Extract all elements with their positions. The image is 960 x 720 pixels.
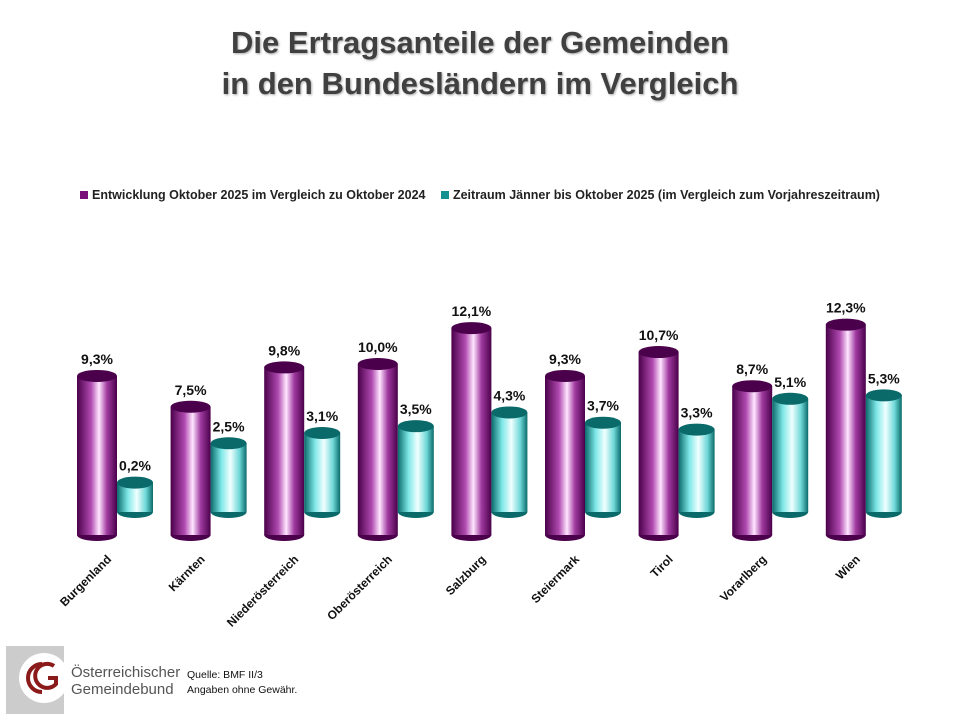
legend-label: Entwicklung Oktober 2025 im Vergleich zu… (92, 188, 426, 202)
title-line-1: Die Ertragsanteile der Gemeinden (231, 25, 729, 60)
title-line-2: in den Bundesländern im Vergleich (221, 66, 739, 101)
legend-item-zeitraum: Zeitraum Jänner bis Oktober 2025 (im Ver… (440, 188, 880, 202)
data-label: 4,3% (493, 387, 525, 403)
bar-oktober-niederösterreich (264, 361, 305, 541)
legend-swatch (440, 191, 449, 199)
data-label: 10,7% (639, 327, 679, 343)
bar-zeitraum-vorarlberg (772, 392, 809, 518)
bar-oktober-tirol (638, 346, 679, 541)
disclaimer-line: Angaben ohne Gewähr. (187, 684, 298, 696)
bar-zeitraum-wien (865, 389, 902, 518)
data-label: 5,1% (774, 374, 806, 390)
bar-oktober-wien (825, 318, 866, 541)
logo (6, 646, 69, 714)
legend-swatch (80, 191, 89, 199)
chart-title: Die Ertragsanteile der Gemeinden in den … (0, 22, 960, 104)
data-label: 7,5% (175, 382, 207, 398)
logo-line-1: Österreichischer (71, 664, 181, 681)
bar-oktober-steiermark (545, 369, 585, 541)
bar-oktober-kärnten (170, 400, 211, 541)
bar-zeitraum-oberösterreich (397, 420, 434, 518)
logo-mark-icon (26, 661, 58, 694)
data-label: 3,1% (306, 408, 338, 424)
category-label: Burgenland (57, 552, 114, 609)
data-label: 9,3% (81, 351, 113, 367)
logo-text: Österreichischer Gemeindebund (71, 664, 180, 698)
bar-zeitraum-niederösterreich (304, 426, 341, 518)
category-label: Wien (833, 552, 863, 582)
logo-line-2: Gemeindebund (71, 681, 174, 698)
source-line: Quelle: BMF II/3 (187, 669, 263, 681)
category-label: Tirol (648, 552, 676, 580)
bar-oktober-vorarlberg (732, 380, 773, 541)
data-label: 3,3% (681, 405, 713, 421)
category-label: Kärnten (166, 552, 208, 594)
data-label: 9,3% (549, 351, 581, 367)
data-label: 5,3% (868, 370, 900, 386)
data-label: 0,2% (119, 458, 151, 474)
bar-oktober-oberösterreich (357, 358, 398, 541)
bar-chart: 9,3% 0,2% Burgenland 7,5% 2,5% Kärnten 9,8% 3,1… (57, 300, 902, 630)
category-label: Vorarlberg (717, 552, 769, 604)
data-label: 10,0% (358, 339, 398, 355)
category-label: Steiermark (528, 552, 582, 606)
data-label: 12,3% (826, 300, 866, 316)
bar-oktober-burgenland (77, 369, 117, 541)
data-label: 3,7% (587, 398, 619, 414)
legend-label: Zeitraum Jänner bis Oktober 2025 (im Ver… (452, 188, 880, 202)
category-label: Salzburg (443, 552, 489, 598)
category-label: Oberösterreich (324, 552, 395, 623)
bar-zeitraum-salzburg (491, 406, 528, 518)
data-label: 9,8% (268, 342, 300, 358)
legend: Entwicklung Oktober 2025 im Vergleich zu… (0, 188, 960, 202)
bar-oktober-salzburg (451, 322, 492, 541)
bar-zeitraum-tirol (678, 423, 715, 518)
source-note: Quelle: BMF II/3 Angaben ohne Gewähr. (187, 668, 297, 698)
data-label: 8,7% (736, 361, 768, 377)
legend-item-oktober: Entwicklung Oktober 2025 im Vergleich zu… (80, 188, 425, 202)
data-label: 2,5% (213, 418, 245, 434)
data-label: 3,5% (400, 401, 432, 417)
bar-zeitraum-kärnten (210, 437, 247, 518)
bar-zeitraum-burgenland (117, 476, 153, 518)
data-label: 12,1% (452, 303, 492, 319)
bar-zeitraum-steiermark (585, 416, 621, 518)
category-label: Niederösterreich (224, 552, 301, 629)
